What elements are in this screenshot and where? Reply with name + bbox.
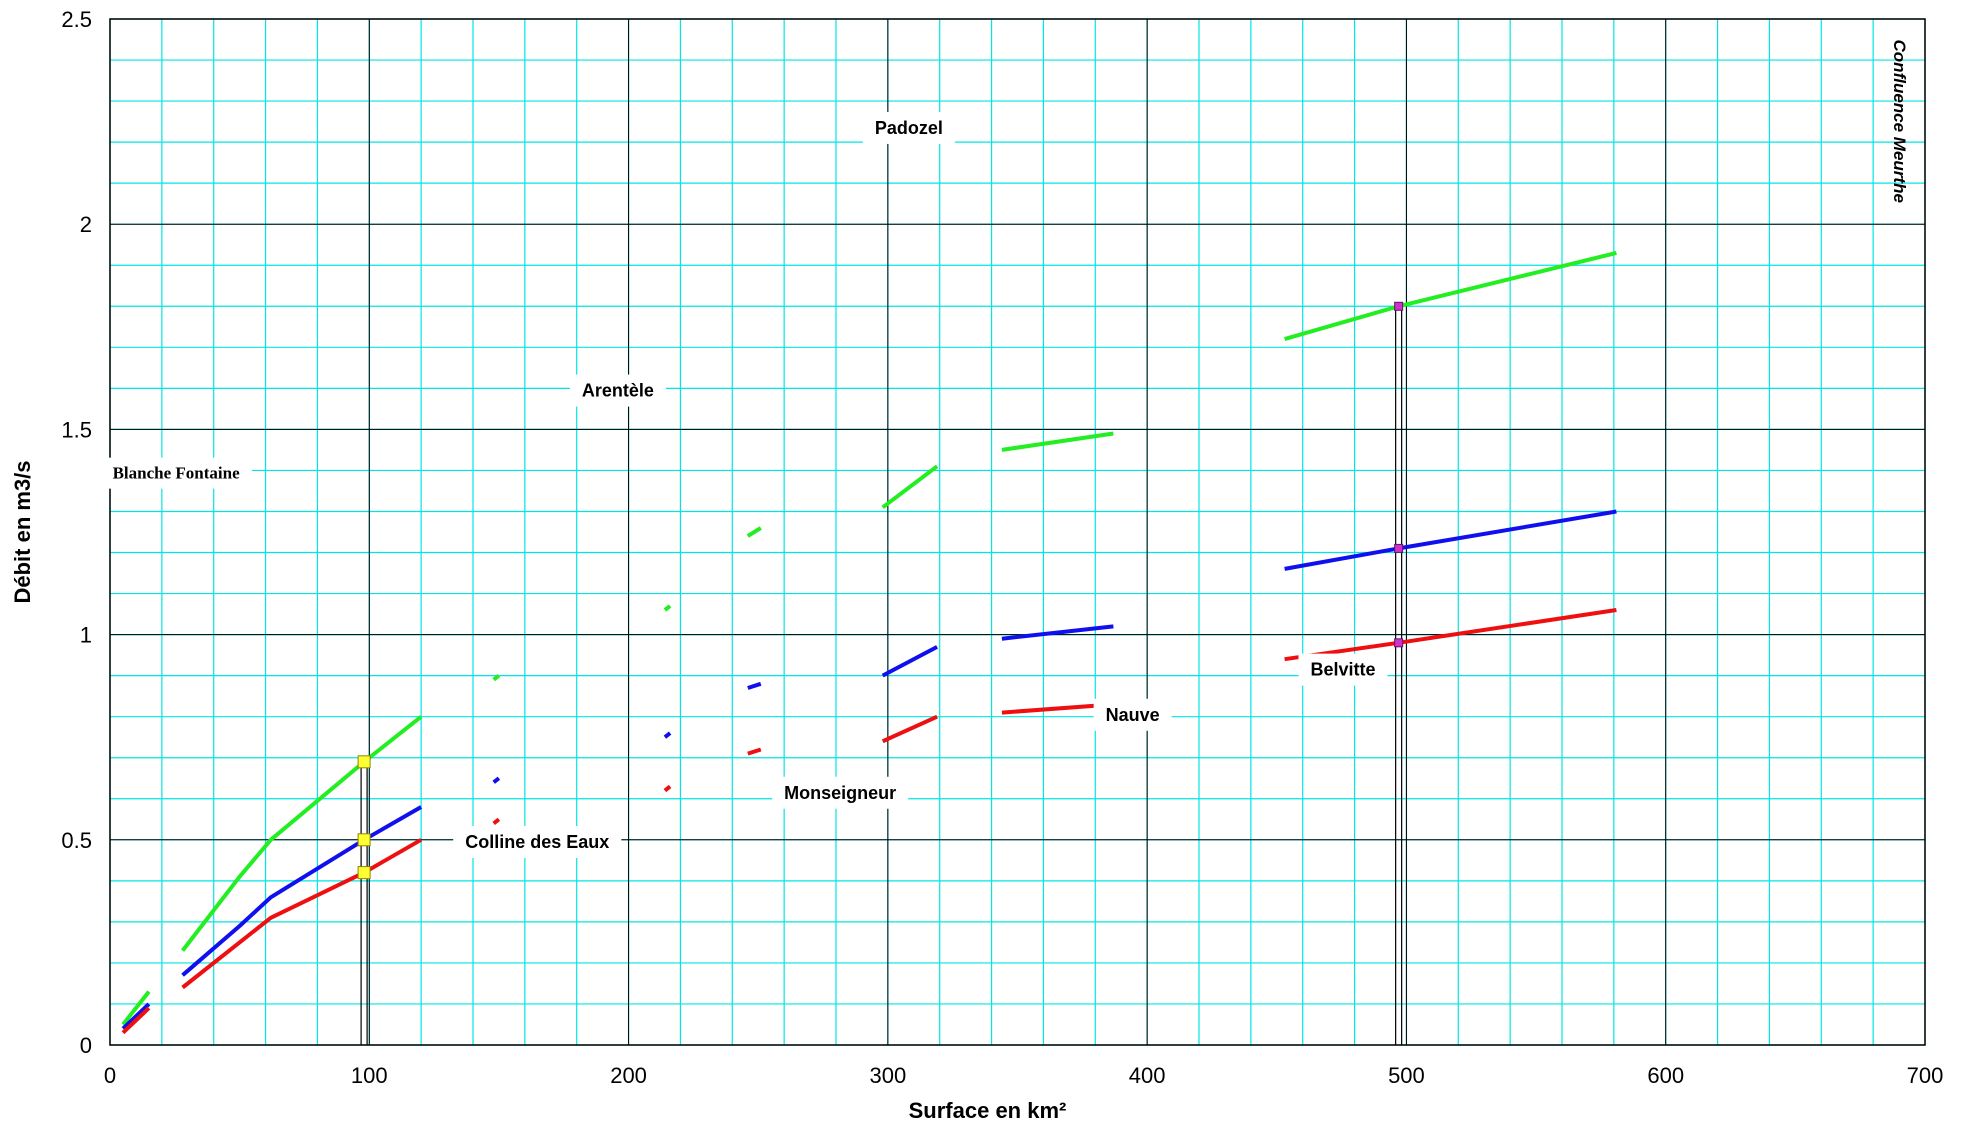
annotation-text: Colline des Eaux [465,832,609,852]
red-series-segment [121,1006,151,1035]
blue-series-segment [663,731,672,739]
y-tick-label: 1 [80,623,92,648]
annotation-label: Nauve [1093,698,1172,731]
y-tick-label: 2 [80,212,92,237]
x-tick-label: 100 [351,1063,388,1088]
annotation-label: Arentèle [569,374,666,407]
annotation-label: Colline des Eaux [453,826,622,859]
x-tick-label: 400 [1129,1063,1166,1088]
blue-series-segment [121,1002,151,1031]
blue-series-segment [1284,509,1617,571]
x-tick-label: 0 [104,1063,116,1088]
blue-series-segment [747,681,762,690]
blue-series-segment [1001,624,1114,641]
minor-grid [109,18,1926,1046]
y-axis-title: Débit en m3/s [10,460,35,603]
blue-series-segment [181,805,423,977]
red-series-segment [747,747,762,756]
x-tick-label: 200 [610,1063,647,1088]
x-tick-label: 600 [1647,1063,1684,1088]
major-grid [109,18,1926,1046]
data-point-marker [357,866,371,880]
x-tick-label: 300 [869,1063,906,1088]
green-series-segment [181,715,423,952]
annotation-text: Arentèle [582,381,654,401]
annotation-background [772,776,909,809]
y-tick-label: 1.5 [61,417,92,442]
annotation-background [100,457,253,489]
annotation-text: Blanche Fontaine [113,464,240,483]
plot-area-frame [109,18,1926,1046]
annotation-label: Blanche Fontaine [100,457,253,489]
x-tick-label: 500 [1388,1063,1425,1088]
y-tick-label: 0 [80,1033,92,1058]
annotation-label: Padozel [862,111,955,144]
annotation-label: Confluence Meurthe [1890,40,1909,203]
series-layer [121,250,1617,1035]
annotation-text: Confluence Meurthe [1890,40,1909,203]
red-series-segment [881,714,938,744]
green-series-segment [121,990,151,1026]
green-series-segment [881,464,939,509]
data-point-marker [1394,638,1404,648]
annotation-text: Padozel [875,118,943,138]
green-series-segment [746,526,762,538]
annotation-text: Belvitte [1310,660,1375,680]
red-series-segment [663,784,672,793]
reference-lines [360,306,1403,1045]
green-series-segment [1001,431,1114,452]
annotation-label: Belvitte [1298,653,1388,686]
blue-series-segment [881,645,939,678]
annotation-background [1093,698,1172,731]
y-tick-labels: 0 0.5 1 1.5 2 2.5 [61,7,92,1058]
data-point-marker [1394,301,1404,311]
annotation-label: Monseigneur [772,776,909,809]
green-series-segment [663,604,672,612]
x-axis-title: Surface en km² [909,1098,1067,1123]
y-tick-label: 0.5 [61,828,92,853]
green-series-segment [492,674,501,682]
x-tick-labels: 0 100 200 300 400 500 600 700 [104,1063,1943,1088]
data-point-marker [1394,543,1404,553]
annotation-text: Monseigneur [784,783,896,803]
blue-series-segment [492,776,501,784]
y-tick-label: 2.5 [61,7,92,32]
annotations: Blanche Fontaine Arentèle Padozel Colline d… [100,40,1909,859]
annotation-text: Nauve [1106,705,1160,725]
red-series-segment [492,817,501,825]
red-series-segment [181,838,423,990]
annotation-background [1298,653,1388,686]
data-point-marker [357,755,371,769]
annotation-background [453,826,622,859]
annotation-background [569,374,666,407]
data-point-marker [357,833,371,847]
annotation-background [862,111,955,144]
x-tick-label: 700 [1907,1063,1944,1088]
marker-layer [357,301,1404,880]
